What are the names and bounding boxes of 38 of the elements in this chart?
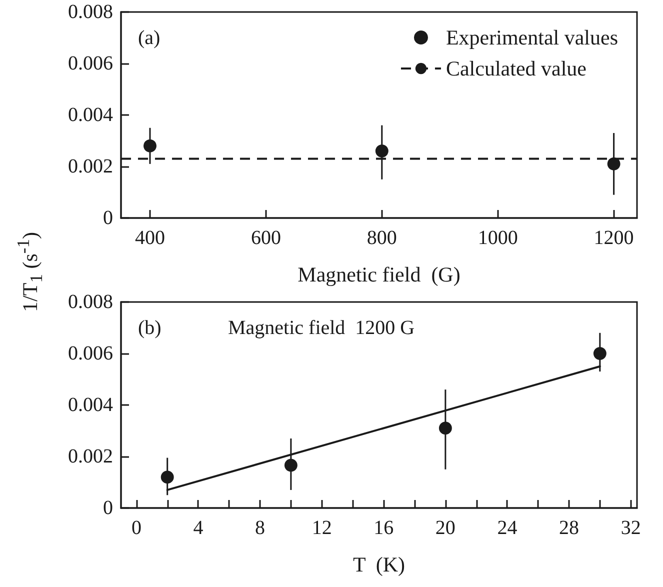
x-tick-label: 16 — [374, 517, 394, 539]
annotation: Magnetic field 1200 G — [228, 317, 415, 339]
y-tick-label: 0.004 — [68, 394, 113, 416]
x-axis-title: T (K) — [352, 552, 406, 576]
y-tick-label: 0.002 — [68, 446, 113, 468]
y-tick-label: 0.002 — [68, 156, 113, 178]
x-tick-label: 0 — [131, 517, 142, 539]
y-tick-label: 0 — [103, 497, 113, 519]
point — [284, 458, 298, 472]
y-tick-label: 0.008 — [68, 1, 113, 23]
annotation: (a) — [138, 27, 160, 49]
x-tick-label: 1000 — [478, 227, 518, 249]
x-tick-label: 8 — [255, 517, 266, 539]
legend-label: Experimental values — [446, 26, 618, 50]
x-tick-label: 600 — [250, 227, 281, 249]
x-tick-label: 20 — [435, 517, 456, 539]
x-tick-label: 24 — [497, 517, 518, 539]
y-tick-label: 0.008 — [68, 291, 113, 313]
x-axis-title: Magnetic field (G) — [298, 262, 460, 286]
point — [160, 470, 174, 484]
point — [438, 422, 452, 435]
x-tick-label: 800 — [366, 227, 397, 249]
point — [607, 157, 620, 170]
x-tick-label: 32 — [620, 517, 641, 539]
y-tick-label: 0.006 — [68, 52, 113, 74]
point — [144, 139, 156, 152]
x-tick-label: 1200 — [594, 227, 634, 249]
x-tick-label: 4 — [193, 517, 204, 539]
y-tick-label: 0.004 — [68, 104, 113, 126]
point — [593, 347, 606, 360]
legend-label: Calculated value — [446, 56, 587, 80]
y-tick-label: 0 — [103, 207, 113, 229]
x-tick-label: 28 — [559, 517, 580, 539]
x-tick-label: 12 — [312, 517, 332, 539]
point — [375, 144, 388, 158]
annotation: (b) — [138, 317, 162, 339]
x-tick-label: 400 — [134, 227, 165, 249]
y-tick-label: 0.006 — [68, 342, 113, 364]
